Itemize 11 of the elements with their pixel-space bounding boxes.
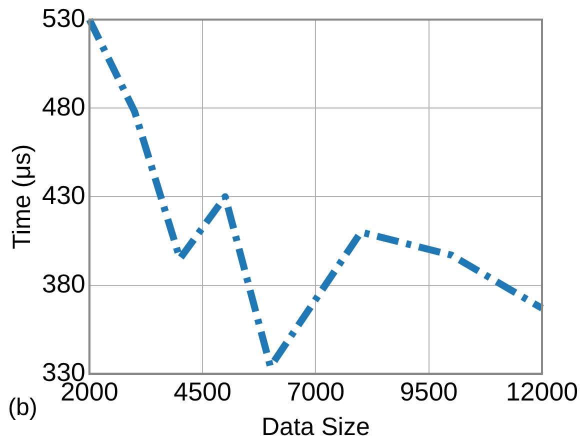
y-tick-label: 480: [42, 91, 86, 122]
x-tick-label: 4500: [174, 376, 232, 407]
y-tick-label: 530: [42, 2, 86, 33]
y-tick-label: 430: [42, 180, 86, 210]
text: (b): [8, 394, 38, 422]
x-tick-label: 9500: [400, 376, 458, 407]
y-axis-title: Time (μs): [8, 144, 36, 250]
x-tick-label: 12000: [506, 376, 578, 407]
x-axis-title: Data Size: [261, 412, 370, 441]
x-tick-label: 7000: [286, 376, 345, 407]
y-tick-label: 380: [42, 268, 86, 298]
